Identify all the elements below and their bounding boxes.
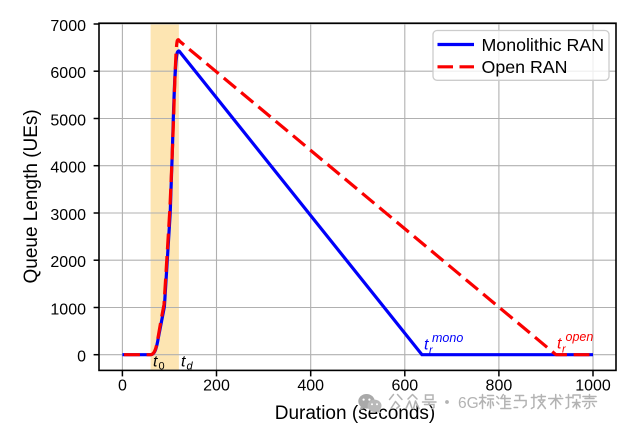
svg-text:Queue Length (UEs): Queue Length (UEs) (21, 109, 42, 283)
svg-text:r: r (562, 344, 567, 356)
svg-text:Duration (seconds): Duration (seconds) (275, 403, 436, 424)
svg-text:t: t (557, 336, 562, 353)
svg-text:d: d (187, 361, 194, 373)
svg-text:t: t (424, 337, 429, 354)
svg-text:r: r (429, 345, 434, 357)
svg-text:Monolithic RAN: Monolithic RAN (482, 35, 605, 55)
svg-text:open: open (566, 330, 594, 344)
svg-text:3000: 3000 (50, 207, 86, 224)
svg-text:1000: 1000 (575, 378, 611, 395)
svg-text:800: 800 (486, 378, 513, 395)
svg-text:600: 600 (391, 378, 418, 395)
svg-text:400: 400 (297, 378, 324, 395)
svg-text:6G: 6G (458, 395, 479, 412)
svg-text:7000: 7000 (50, 18, 86, 35)
svg-text:5000: 5000 (50, 112, 86, 129)
svg-text:6000: 6000 (50, 65, 86, 82)
svg-text:Open RAN: Open RAN (482, 57, 568, 77)
svg-text:2000: 2000 (50, 254, 86, 271)
svg-text:0: 0 (159, 361, 165, 373)
svg-text:4000: 4000 (50, 160, 86, 177)
svg-text:0: 0 (77, 349, 86, 366)
svg-text:0: 0 (118, 378, 127, 395)
svg-text:t: t (153, 354, 158, 371)
svg-text:t: t (181, 354, 186, 371)
svg-text:mono: mono (432, 331, 463, 345)
svg-text:1000: 1000 (50, 301, 86, 318)
svg-text:200: 200 (203, 378, 230, 395)
